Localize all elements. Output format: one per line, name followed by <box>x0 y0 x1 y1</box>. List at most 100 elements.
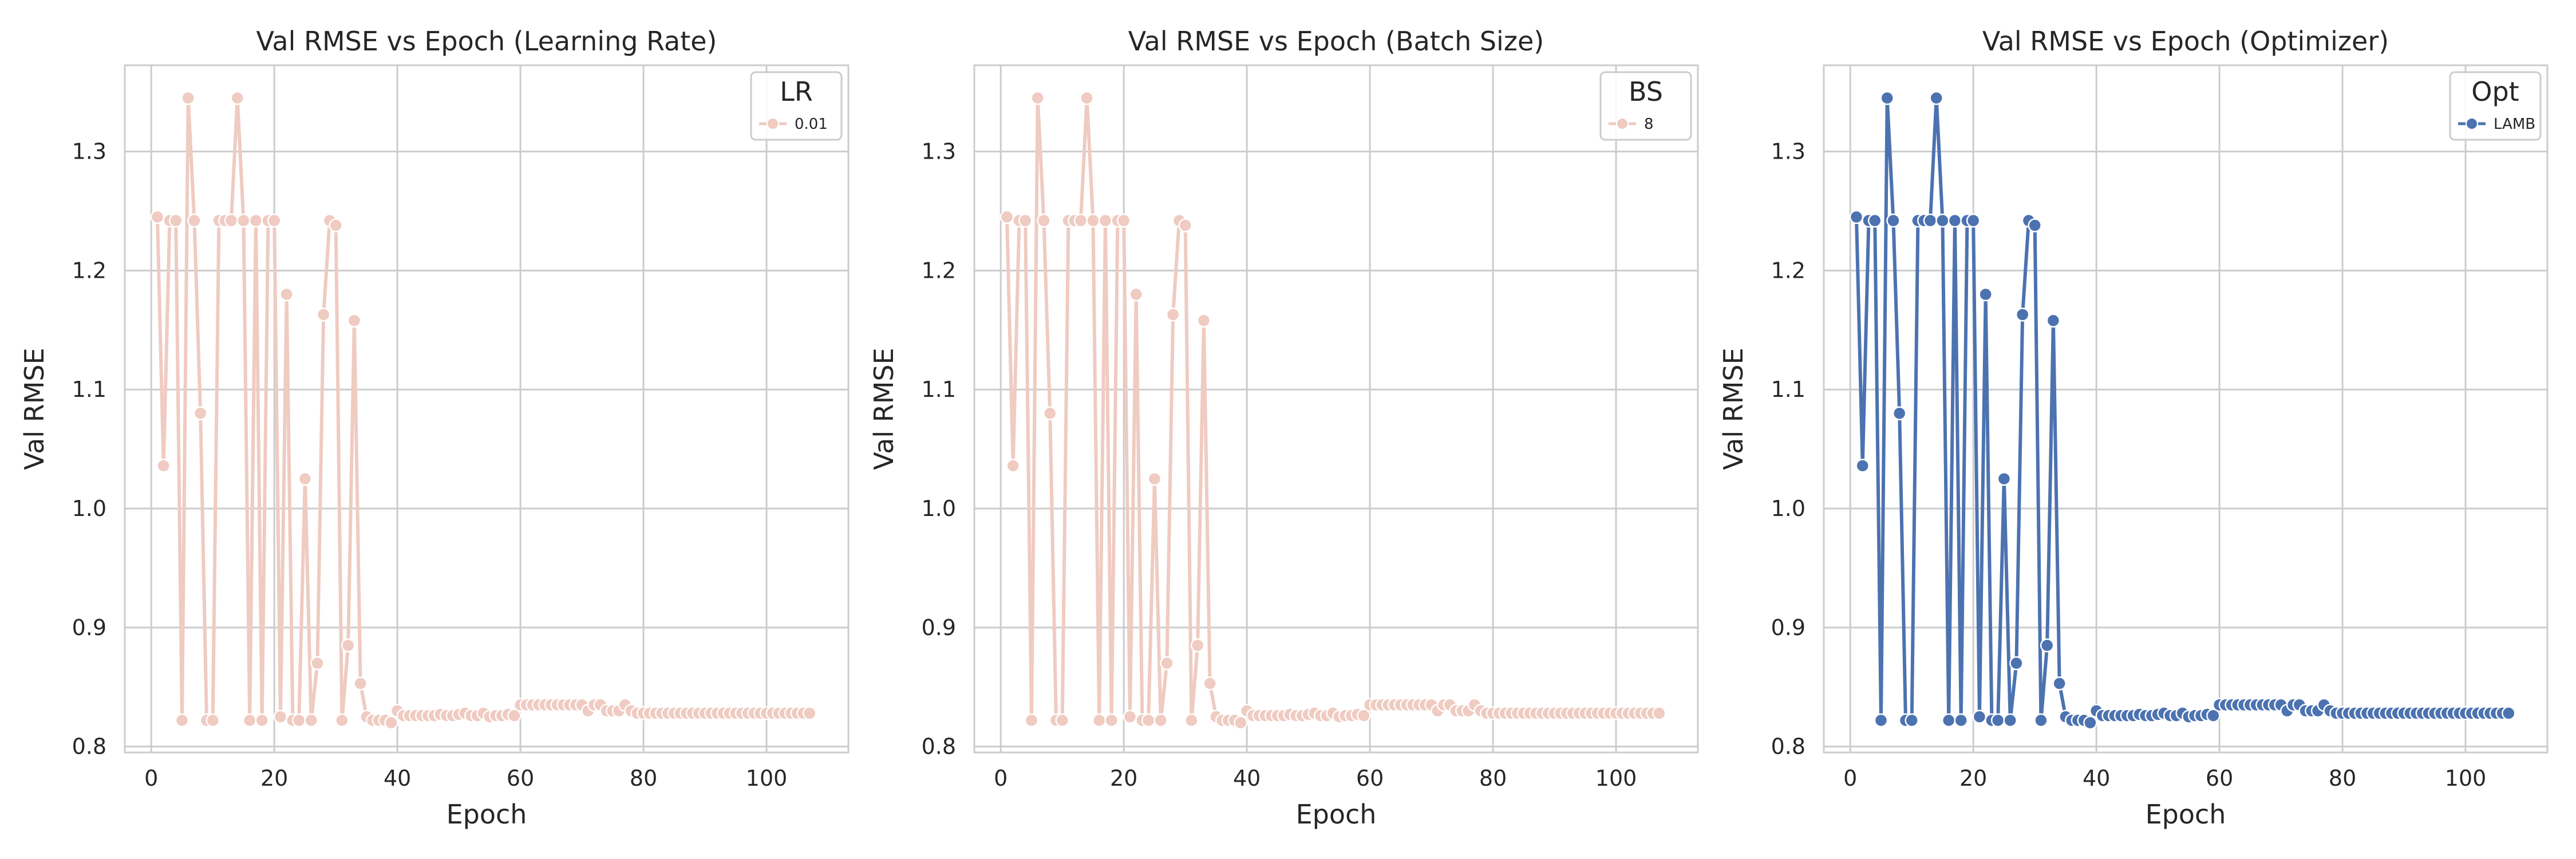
data-point <box>1966 213 1981 228</box>
data-point <box>1024 713 1039 728</box>
chart-panel-1: 0.8 0.9 1.0 1.1 1.2 1.3 0 20 40 60 80 100 Val RMSE v… <box>19 26 850 830</box>
data-point <box>1874 713 1888 728</box>
y-tick-label: 1.3 <box>922 139 956 164</box>
data-point <box>1160 656 1174 671</box>
data-point <box>1196 313 1211 328</box>
data-point <box>1880 90 1894 105</box>
data-point <box>1116 213 1131 228</box>
data-point <box>230 90 244 105</box>
y-tick-label: 0.9 <box>922 615 956 640</box>
data-point <box>1092 713 1107 728</box>
plot-frame <box>973 64 1699 754</box>
chart-panel-2: 0.8 0.9 1.0 1.1 1.2 1.3 0 20 40 60 80 100 Val RMSE v… <box>868 26 1699 830</box>
y-tick-label: 1.1 <box>72 377 106 402</box>
data-point <box>329 218 343 233</box>
data-point <box>1006 458 1020 473</box>
data-point <box>175 713 189 728</box>
y-tick-label: 1.1 <box>922 377 956 402</box>
data-point <box>273 710 288 724</box>
legend-entry-label: LAMB <box>2494 116 2535 133</box>
data-point <box>1990 713 2005 728</box>
data-point <box>242 713 257 728</box>
data-point <box>1855 458 1870 473</box>
x-tick-label: 20 <box>1959 766 1987 791</box>
x-tick-label: 0 <box>994 766 1008 791</box>
chart-title: Val RMSE vs Epoch (Optimizer) <box>1982 26 2389 57</box>
data-point <box>335 713 349 728</box>
x-tick-label: 0 <box>144 766 158 791</box>
legend-entry-label: 0.01 <box>795 116 828 133</box>
data-point <box>1905 713 1919 728</box>
data-point <box>2028 218 2042 233</box>
data-point <box>1018 213 1033 228</box>
data-point <box>310 656 325 671</box>
y-tick-label: 1.3 <box>1771 139 1805 164</box>
x-tick-label: 60 <box>507 766 534 791</box>
y-tick-label: 0.9 <box>72 615 106 640</box>
data-point <box>248 213 263 228</box>
x-tick-label: 80 <box>1479 766 1507 791</box>
chart-title: Val RMSE vs Epoch (Learning Rate) <box>256 26 717 57</box>
x-tick-label: 60 <box>1356 766 1384 791</box>
data-point <box>316 308 331 322</box>
data-point <box>2052 676 2067 691</box>
data-point <box>1886 213 1901 228</box>
data-point <box>1147 471 1162 486</box>
data-point <box>291 713 306 728</box>
x-tick-label: 100 <box>2445 766 2487 791</box>
x-tick-label: 100 <box>1595 766 1637 791</box>
y-tick-label: 0.9 <box>1771 615 1805 640</box>
data-point <box>1652 706 1666 720</box>
x-tick-label: 20 <box>1110 766 1137 791</box>
y-tick-label: 1.0 <box>72 496 106 521</box>
legend-entry-label: 8 <box>1644 116 1654 133</box>
data-point <box>181 90 195 105</box>
y-tick-label: 1.2 <box>72 258 106 283</box>
y-axis-label: Val RMSE <box>868 348 899 470</box>
chart-panel-3: 0.8 0.9 1.0 1.1 1.2 1.3 0 20 40 60 80 100 Val RMSE v… <box>1718 26 2549 830</box>
data-point <box>353 676 368 691</box>
data-point <box>1141 713 1156 728</box>
data-point <box>1929 90 1943 105</box>
y-tick-label: 1.0 <box>1771 496 1805 521</box>
data-point <box>1997 471 2012 486</box>
data-point <box>156 458 171 473</box>
data-point <box>1178 218 1192 233</box>
y-tick-label: 1.1 <box>1771 377 1805 402</box>
data-point <box>384 715 398 730</box>
data-point <box>1123 710 1137 724</box>
data-point <box>1104 713 1119 728</box>
x-axis-label: Epoch <box>447 799 527 830</box>
data-point <box>224 213 239 228</box>
data-point <box>1892 406 1907 421</box>
data-point <box>1357 708 1371 723</box>
y-axis-label: Val RMSE <box>19 348 50 470</box>
legend-marker-swatch <box>2466 117 2478 130</box>
data-point <box>267 213 282 228</box>
data-point <box>2003 713 2017 728</box>
data-point <box>1234 715 1248 730</box>
y-tick-label: 1.2 <box>1771 258 1805 283</box>
data-point <box>255 713 269 728</box>
data-point <box>1947 213 1962 228</box>
data-point <box>1867 213 1882 228</box>
data-point <box>304 713 318 728</box>
legend-title: BS <box>1629 76 1663 107</box>
data-point <box>1954 713 1968 728</box>
legend-marker-swatch <box>1616 117 1629 130</box>
data-point <box>2206 708 2221 723</box>
legend-title: LR <box>780 76 813 107</box>
data-point <box>1073 213 1088 228</box>
x-tick-label: 60 <box>2206 766 2233 791</box>
data-point <box>1978 287 1993 302</box>
data-point <box>298 471 313 486</box>
data-point <box>1849 210 1864 224</box>
data-point <box>1153 713 1168 728</box>
plot-frame <box>124 64 850 754</box>
chart-title: Val RMSE vs Epoch (Batch Size) <box>1128 26 1544 57</box>
data-point <box>2034 713 2048 728</box>
data-point <box>168 213 183 228</box>
data-point <box>2502 706 2516 720</box>
